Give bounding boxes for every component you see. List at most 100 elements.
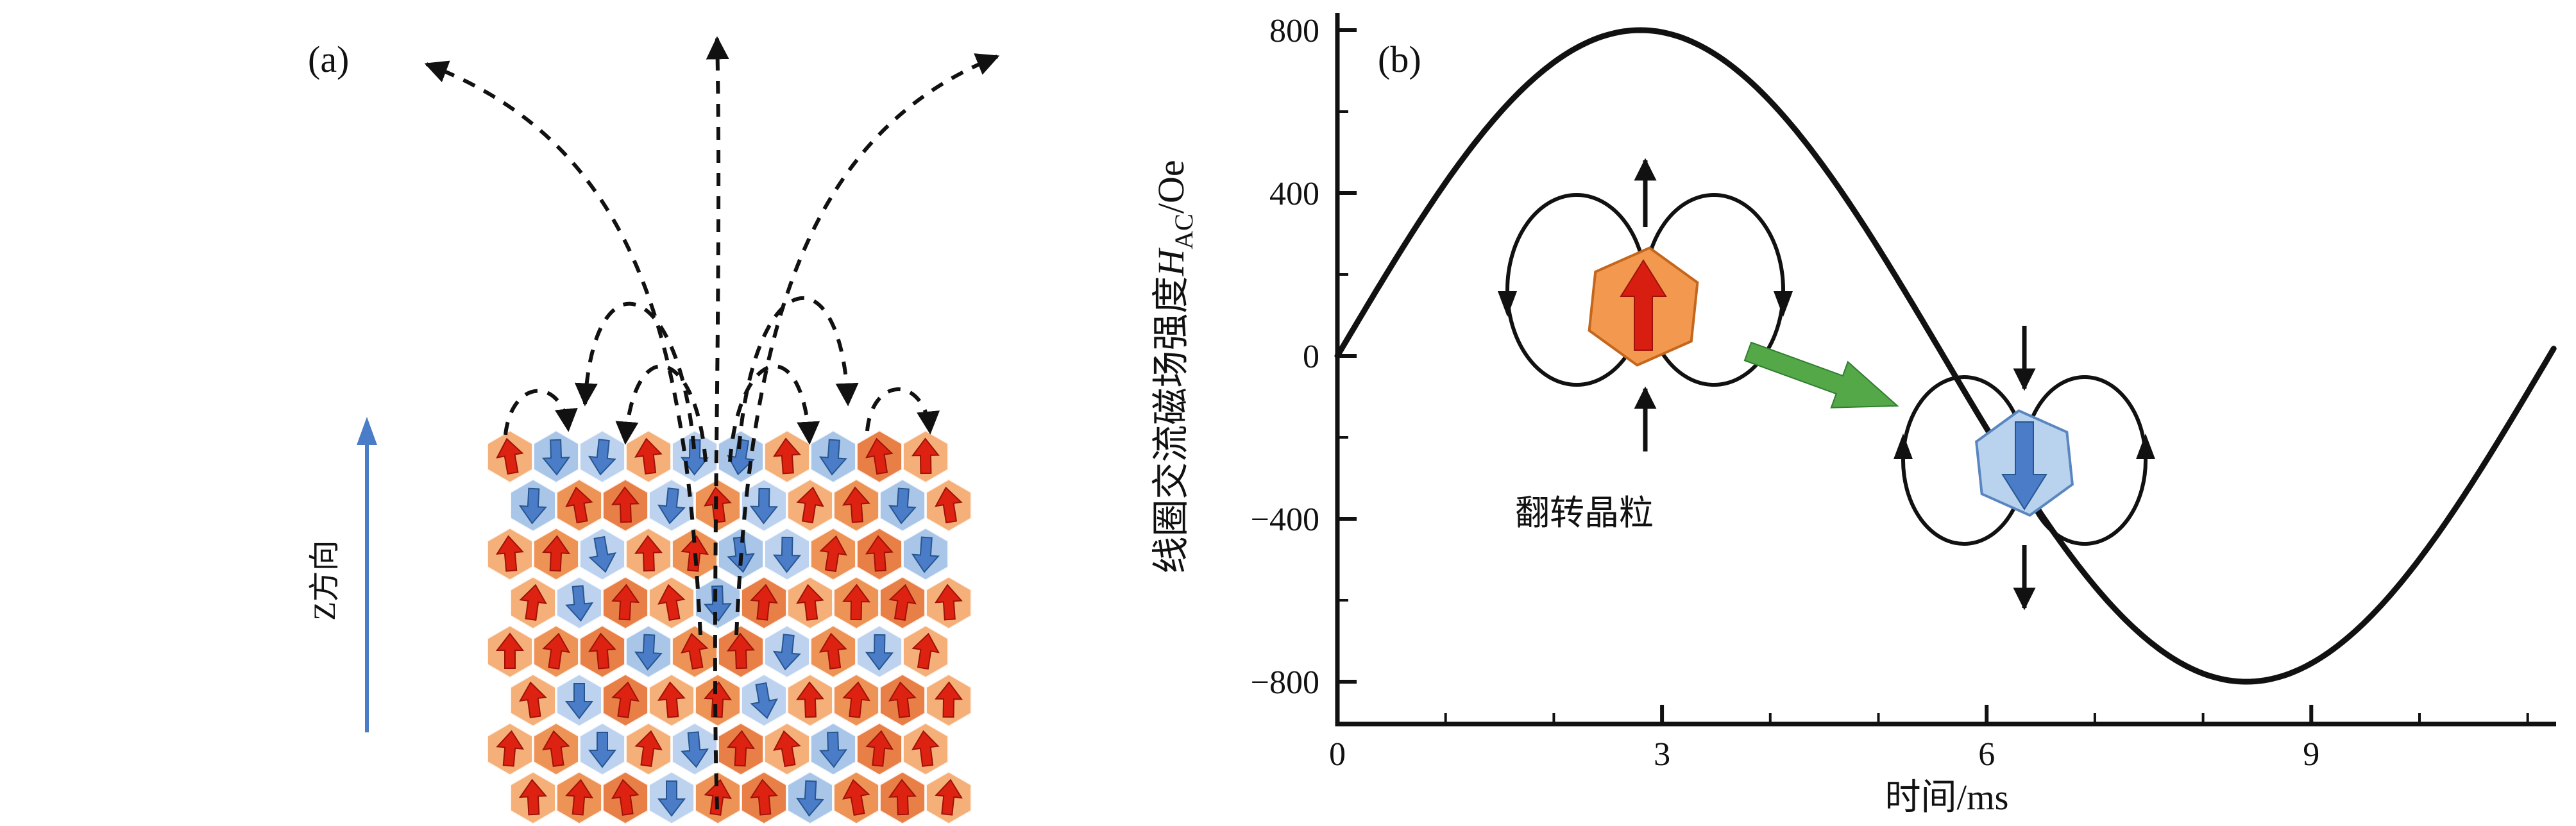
spin-down-arrow-icon [888,487,917,525]
spin-up-arrow-icon [518,779,547,816]
spin-down-arrow-icon [865,634,894,671]
spin-down-arrow-icon [518,487,547,525]
spin-up-arrow-icon [772,437,801,475]
spin-up-arrow-icon [611,681,640,718]
spin-up-arrow-icon [911,437,940,475]
spin-up-arrow-icon [934,584,963,621]
panel-a: (a) Z方向 [308,36,1000,825]
y-axis-label-unit: /Oe [1150,160,1192,214]
spin-up-arrow-icon [888,681,917,718]
spin-up-arrow-icon [911,730,940,767]
grain-grid [486,429,972,825]
spin-up-arrow-icon [611,779,640,816]
spin-down-arrow-icon [911,536,940,573]
grain-down-annotation [1894,326,2155,611]
field-loop-right-outer [737,296,859,450]
loop-arrowhead-icon [1894,434,1913,459]
spin-up-arrow-icon [935,486,963,524]
x-tick-label: 0 [1329,736,1346,773]
spin-up-arrow-icon [634,730,663,767]
spin-up-arrow-icon [495,535,524,572]
spin-down-arrow-icon [588,732,617,768]
spin-down-arrow-icon [681,731,709,768]
spin-up-arrow-icon [588,632,616,670]
magnetic-field-lines [424,36,1000,810]
spin-up-arrow-icon [842,486,870,523]
spin-up-arrow-icon [796,584,824,621]
spin-down-arrow-icon [749,487,779,525]
spin-down-arrow-icon [657,487,686,525]
spin-up-arrow-icon [1620,259,1667,351]
spin-up-arrow-icon [795,681,824,718]
spin-up-arrow-icon [565,779,594,816]
y-tick-label: 0 [1303,339,1319,375]
spin-down-arrow-icon [772,634,801,671]
spin-up-arrow-icon [634,437,663,475]
y-axis-label-symbol: H [1150,248,1192,277]
field-loop-edge-right [865,387,940,435]
spin-down-arrow-icon [2001,421,2047,510]
spin-down-arrow-icon [542,439,571,476]
spin-up-arrow-icon [865,535,894,572]
spin-up-arrow-icon [865,437,894,475]
x-tick-label: 3 [1654,736,1670,773]
spin-up-arrow-icon [865,730,894,767]
spin-up-arrow-icon [495,632,525,669]
y-tick-label: 400 [1269,176,1319,212]
spin-up-arrow-icon [935,779,963,816]
spin-up-arrow-icon [819,535,847,573]
field-loop-right-inner [728,364,820,462]
spin-up-arrow-icon [819,632,847,670]
hac-sine-curve [1334,27,2557,685]
spin-up-arrow-icon [911,632,940,670]
flip-grain-label: 翻转晶粒 [1515,494,1654,532]
y-tick-label: 800 [1269,13,1319,49]
field-line-big-left [424,60,702,636]
y-axis-label: 线圈交流磁场强度HAC/Oe [1150,160,1198,573]
field-line-center [706,36,729,810]
z-axis-arrowhead-icon [357,417,377,445]
panel-b-label: (b) [1378,38,1421,80]
field-loop-edge-left [504,389,578,435]
spin-down-arrow-icon [818,439,847,476]
spin-up-arrow-icon [727,730,756,767]
spin-up-arrow-icon [773,730,801,768]
y-axis-label-prefix: 线圈交流磁场强度 [1150,276,1192,574]
spin-up-arrow-icon [842,681,871,718]
loop-arrowhead-icon [2136,434,2155,459]
spin-up-arrow-icon [542,632,570,670]
x-axis-label: 时间/ms [1885,778,2009,818]
spin-up-arrow-icon [681,632,709,670]
spin-up-arrow-icon [750,584,779,621]
y-axis-label-subscript: AC [1169,214,1198,249]
spin-down-arrow-icon [565,585,594,622]
spin-up-arrow-icon [565,486,593,524]
spin-up-arrow-icon [888,584,917,621]
field-line-big-right [734,53,1000,636]
spin-up-arrow-icon [611,486,640,523]
field-loop-left-inner [615,364,708,462]
spin-down-arrow-icon [704,585,733,622]
spin-up-arrow-icon [519,584,547,621]
spin-up-arrow-icon [726,632,755,670]
flip-transition-arrow-icon [1743,341,1899,409]
loop-arrowhead-icon [1774,291,1793,317]
loop-arrowhead-icon [1498,291,1517,317]
spin-up-arrow-icon [611,584,640,621]
z-axis-label: Z方向 [308,540,342,620]
spin-up-arrow-icon [842,584,871,621]
spin-down-arrow-icon [795,780,824,817]
spin-up-arrow-icon [842,779,870,816]
z-axis: Z方向 [308,417,377,732]
spin-up-arrow-icon [657,681,686,718]
spin-up-arrow-icon [657,584,686,621]
spin-down-arrow-icon [588,535,616,573]
x-tick-label: 9 [2303,736,2319,773]
spin-up-arrow-icon [496,437,524,475]
spin-up-arrow-icon [934,681,963,718]
spin-up-arrow-icon [519,681,547,718]
spin-up-arrow-icon [704,681,733,718]
spin-up-arrow-icon [496,730,525,767]
spin-up-arrow-icon [749,779,778,816]
